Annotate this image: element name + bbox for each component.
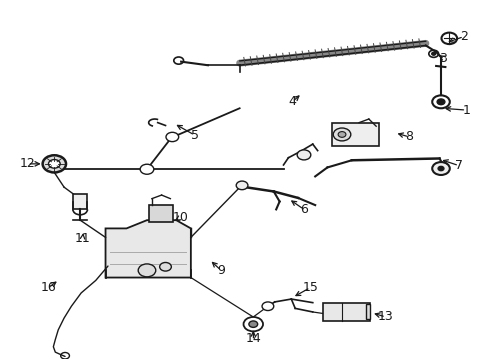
Text: 15: 15 [302, 281, 318, 294]
Circle shape [332, 128, 350, 141]
Text: 12: 12 [20, 157, 35, 170]
Circle shape [236, 181, 247, 190]
Circle shape [243, 317, 263, 331]
Text: 7: 7 [454, 159, 462, 172]
Circle shape [42, 155, 66, 172]
Circle shape [138, 264, 156, 277]
Text: 10: 10 [172, 211, 188, 224]
Circle shape [165, 132, 178, 141]
Text: 16: 16 [41, 281, 56, 294]
Circle shape [262, 302, 273, 311]
Bar [149, 205, 172, 222]
Text: 13: 13 [377, 310, 393, 324]
Text: 14: 14 [245, 332, 261, 345]
Circle shape [431, 52, 435, 55]
Bar [73, 194, 87, 210]
Text: 9: 9 [217, 264, 224, 277]
Circle shape [437, 166, 443, 171]
Bar [331, 123, 378, 146]
Text: 5: 5 [190, 129, 198, 142]
Circle shape [48, 159, 60, 168]
Circle shape [431, 162, 449, 175]
Circle shape [248, 321, 257, 327]
Text: 8: 8 [405, 130, 412, 144]
Text: 11: 11 [75, 231, 90, 244]
Circle shape [337, 132, 345, 137]
Polygon shape [105, 220, 190, 278]
Text: 3: 3 [439, 51, 447, 64]
Circle shape [140, 164, 154, 174]
Bar [322, 303, 369, 320]
Circle shape [159, 262, 171, 271]
Text: 1: 1 [462, 104, 469, 117]
Bar [366, 304, 369, 319]
Circle shape [297, 150, 310, 160]
Text: 2: 2 [459, 30, 467, 43]
Text: 4: 4 [288, 95, 296, 108]
Circle shape [436, 99, 444, 105]
Text: 6: 6 [300, 203, 307, 216]
